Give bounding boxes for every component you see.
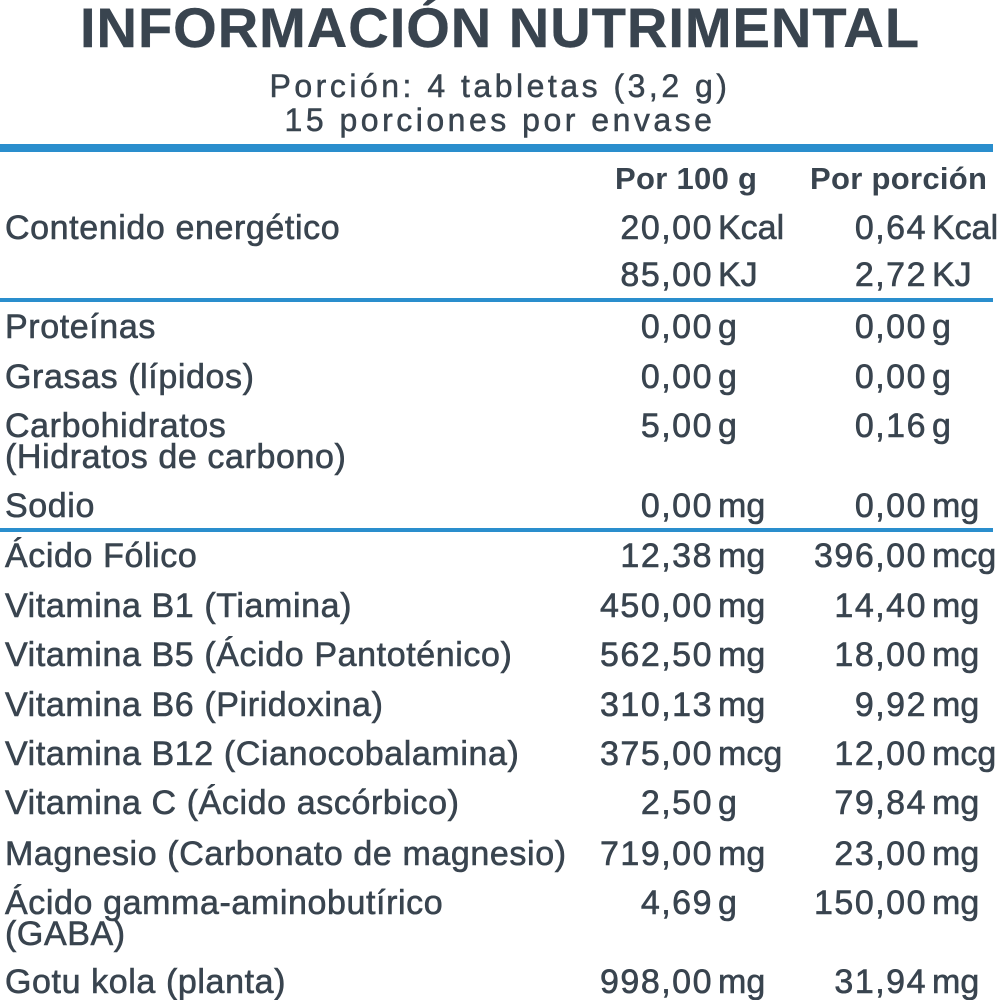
per-serving-unit: g bbox=[932, 358, 952, 396]
per-serving-value: 0,16 bbox=[854, 407, 927, 445]
nutrient-row-vitamina-b1: Vitamina B1 (Tiamina) 450,00 mg 14,40 mg bbox=[0, 587, 1000, 625]
per-serving-unit: mg bbox=[932, 636, 980, 674]
serving-size: Porción: 4 tabletas (3,2 g) bbox=[269, 68, 731, 104]
nutrient-label: Ácido gamma-aminobutírico bbox=[5, 884, 444, 922]
nutrient-row-carbohidratos: Carbohidratos (Hidratos de carbono) 5,00… bbox=[0, 407, 1000, 476]
nutrient-label: Carbohidratos bbox=[5, 407, 227, 445]
per-100g-value: 0,00 bbox=[640, 358, 713, 396]
page-title: INFORMACIÓN NUTRIMENTAL bbox=[79, 0, 921, 59]
per-100g-unit: Kcal bbox=[718, 209, 785, 247]
per-100g-unit: mg bbox=[718, 636, 766, 674]
nutrient-row-grasas: Grasas (lípidos) 0,00 g 0,00 g bbox=[0, 358, 1000, 396]
column-header-per-100g: Por 100 g bbox=[615, 161, 758, 196]
nutrient-label: Contenido energético bbox=[5, 209, 341, 247]
per-serving-unit: g bbox=[932, 407, 952, 445]
nutrient-row-proteinas: Proteínas 0,00 g 0,00 g bbox=[0, 308, 1000, 346]
nutrient-label: Magnesio (Carbonato de magnesio) bbox=[5, 835, 567, 873]
per-100g-unit: mg bbox=[718, 537, 766, 575]
per-serving-unit: mg bbox=[932, 487, 980, 525]
per-serving-value: 0,00 bbox=[854, 308, 927, 346]
per-serving-unit: mg bbox=[932, 587, 980, 625]
nutrient-label-line2: (GABA) bbox=[5, 915, 126, 953]
per-100g-value: 12,38 bbox=[620, 537, 713, 575]
per-serving-value: 0,00 bbox=[854, 487, 927, 525]
per-100g-value: 0,00 bbox=[640, 487, 713, 525]
per-100g-unit: g bbox=[718, 358, 738, 396]
per-serving-unit: g bbox=[932, 308, 952, 346]
per-100g-value: 85,00 bbox=[620, 256, 713, 294]
per-serving-unit: mg bbox=[932, 835, 980, 873]
nutrient-label: Vitamina B1 (Tiamina) bbox=[5, 587, 353, 625]
per-serving-value: 0,00 bbox=[854, 358, 927, 396]
per-serving-value: 14,40 bbox=[834, 587, 927, 625]
per-serving-value: 2,72 bbox=[854, 256, 927, 294]
nutrient-label-line2: (Hidratos de carbono) bbox=[5, 438, 347, 476]
per-serving-value: 150,00 bbox=[814, 884, 927, 922]
per-serving-unit: mg bbox=[932, 686, 980, 724]
servings-per-container: 15 porciones por envase bbox=[284, 102, 716, 138]
per-100g-value: 450,00 bbox=[600, 587, 713, 625]
per-100g-unit: g bbox=[718, 884, 738, 922]
per-100g-unit: g bbox=[718, 308, 738, 346]
per-serving-unit: Kcal bbox=[932, 209, 999, 247]
per-100g-unit: mg bbox=[718, 963, 766, 1000]
nutrient-label: Sodio bbox=[5, 487, 95, 525]
per-100g-value: 5,00 bbox=[640, 407, 713, 445]
per-serving-unit: KJ bbox=[932, 256, 972, 294]
per-serving-unit: mg bbox=[932, 963, 980, 1000]
nutrient-label: Gotu kola (planta) bbox=[5, 963, 287, 1000]
nutrient-row-sodio: Sodio 0,00 mg 0,00 mg bbox=[0, 487, 1000, 525]
divider bbox=[0, 528, 993, 532]
per-100g-value: 20,00 bbox=[620, 209, 713, 247]
per-serving-value: 396,00 bbox=[814, 537, 927, 575]
nutrient-row-magnesio: Magnesio (Carbonato de magnesio) 719,00 … bbox=[0, 835, 1000, 873]
per-serving-value: 18,00 bbox=[834, 636, 927, 674]
energy-kcal-row: Contenido energético 20,00 Kcal 0,64 Kca… bbox=[0, 209, 1000, 247]
nutrient-label: Ácido Fólico bbox=[5, 537, 198, 575]
nutrient-row-acido-folico: Ácido Fólico 12,38 mg 396,00 mcg bbox=[0, 537, 1000, 575]
per-serving-unit: mcg bbox=[932, 735, 997, 773]
column-header-per-serving: Por porción bbox=[810, 161, 988, 196]
energy-kj-row: 85,00 KJ 2,72 KJ bbox=[0, 256, 1000, 294]
per-100g-value: 0,00 bbox=[640, 308, 713, 346]
per-100g-value: 375,00 bbox=[600, 735, 713, 773]
per-100g-unit: mg bbox=[718, 587, 766, 625]
per-100g-unit: g bbox=[718, 784, 738, 822]
nutrient-row-vitamina-b12: Vitamina B12 (Cianocobalamina) 375,00 mc… bbox=[0, 735, 1000, 773]
per-100g-unit: mg bbox=[718, 487, 766, 525]
nutrient-row-gotu-kola: Gotu kola (planta) 998,00 mg 31,94 mg bbox=[0, 964, 1000, 1000]
per-100g-unit: mg bbox=[718, 686, 766, 724]
per-serving-value: 31,94 bbox=[834, 963, 927, 1000]
per-serving-unit: mg bbox=[932, 784, 980, 822]
per-serving-unit: mg bbox=[932, 884, 980, 922]
per-100g-value: 562,50 bbox=[600, 636, 713, 674]
per-100g-value: 719,00 bbox=[600, 835, 713, 873]
per-100g-unit: g bbox=[718, 407, 738, 445]
per-100g-value: 310,13 bbox=[600, 686, 713, 724]
per-100g-value: 2,50 bbox=[640, 784, 713, 822]
nutrient-row-vitamina-b6: Vitamina B6 (Piridoxina) 310,13 mg 9,92 … bbox=[0, 686, 1000, 724]
per-serving-value: 0,64 bbox=[854, 209, 927, 247]
per-100g-unit: KJ bbox=[718, 256, 758, 294]
nutrient-label: Vitamina C (Ácido ascórbico) bbox=[5, 784, 460, 822]
per-serving-value: 23,00 bbox=[834, 835, 927, 873]
per-100g-unit: mg bbox=[718, 835, 766, 873]
per-100g-value: 998,00 bbox=[600, 963, 713, 1000]
per-serving-unit: mcg bbox=[932, 537, 997, 575]
per-serving-value: 12,00 bbox=[834, 735, 927, 773]
divider-thick bbox=[0, 144, 993, 152]
nutrient-label: Vitamina B6 (Piridoxina) bbox=[5, 686, 384, 724]
per-serving-value: 79,84 bbox=[834, 784, 927, 822]
nutrient-label: Vitamina B12 (Cianocobalamina) bbox=[5, 735, 520, 773]
per-100g-unit: mcg bbox=[718, 735, 783, 773]
nutrient-label: Proteínas bbox=[5, 308, 156, 346]
nutrient-row-vitamina-c: Vitamina C (Ácido ascórbico) 2,50 g 79,8… bbox=[0, 784, 1000, 822]
nutrient-label: Grasas (lípidos) bbox=[5, 358, 255, 396]
per-100g-value: 4,69 bbox=[640, 884, 713, 922]
nutrient-row-vitamina-b5: Vitamina B5 (Ácido Pantoténico) 562,50 m… bbox=[0, 636, 1000, 674]
nutrient-row-gaba: Ácido gamma-aminobutírico (GABA) 4,69 g … bbox=[0, 884, 1000, 953]
per-serving-value: 9,92 bbox=[854, 686, 927, 724]
divider bbox=[0, 298, 993, 302]
nutrient-label: Vitamina B5 (Ácido Pantoténico) bbox=[5, 636, 513, 674]
